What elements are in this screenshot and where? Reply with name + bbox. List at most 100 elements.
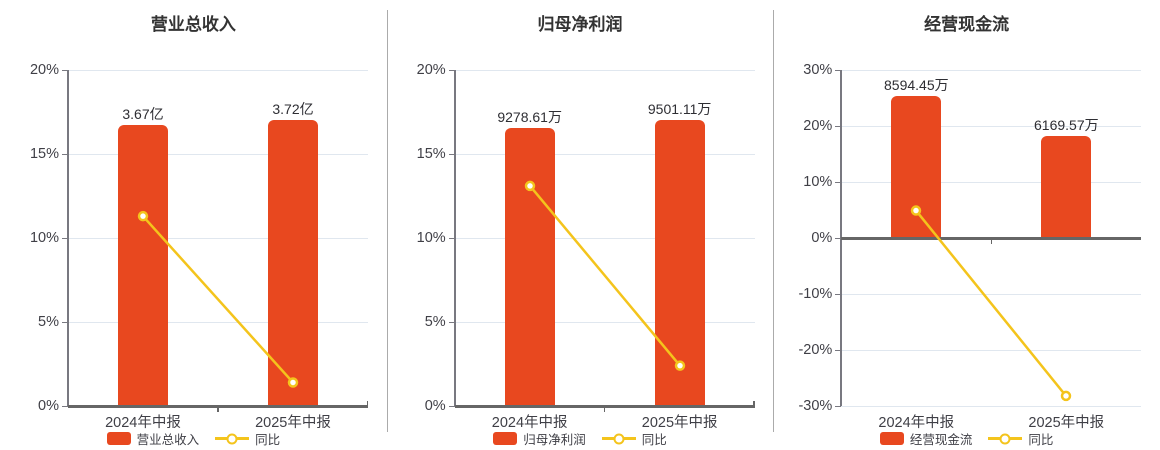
y-tick-label: 10% <box>29 230 59 246</box>
bar-value-label: 6169.57万 <box>1034 116 1099 133</box>
y-axis-tick-mark <box>62 238 68 239</box>
gridline <box>68 322 368 323</box>
panel-net-profit: 归母净利润 20% 15% 10% 5% 0% 9278.61万 9501.11万 2024… <box>386 0 774 450</box>
yoy-data-point[interactable] <box>524 180 535 192</box>
yoy-data-point[interactable] <box>287 377 299 388</box>
y-axis-line <box>453 70 456 406</box>
chart-title: 经营现金流 <box>924 15 1010 34</box>
x-axis-labels: 2024年中报 2025年中报 <box>841 411 1141 431</box>
panel-operating-cash-flow: 经营现金流 30% 20% 10% 0% -10% -20% -30% 8594.45万 616… <box>773 0 1160 450</box>
yoy-line-icon <box>988 432 1023 446</box>
yoy-data-point[interactable] <box>1061 390 1072 402</box>
bar-2025年中报[interactable] <box>654 120 705 406</box>
x-label-2024: 2024年中报 <box>105 415 181 431</box>
y-axis-tick-mark <box>835 406 842 407</box>
legend-label: 同比 <box>1028 433 1054 447</box>
gridline <box>454 322 755 323</box>
y-tick-label: 0% <box>38 398 59 414</box>
bar-value-label: 3.67亿 <box>122 105 164 122</box>
y-axis-tick-mark <box>835 350 842 351</box>
legend-item-yoy-line[interactable]: 同比 <box>601 429 667 448</box>
y-tick-label: 15% <box>416 146 446 162</box>
gridline <box>841 126 1142 127</box>
legend: 经营现金流 同比 <box>773 429 1160 448</box>
y-axis-tick-mark <box>448 238 455 239</box>
y-axis-line <box>67 70 69 406</box>
x-axis-mid-tick <box>603 407 606 412</box>
legend-item-yoy-line[interactable]: 同比 <box>988 429 1053 448</box>
yoy-data-point[interactable] <box>911 205 922 216</box>
x-axis-mid-tick <box>990 239 993 244</box>
y-axis-tick-mark <box>448 406 455 407</box>
x-label-2025: 2025年中报 <box>641 415 718 431</box>
legend-item-bar-series[interactable]: 归母净利润 <box>493 429 586 448</box>
bar-value-label: 8594.45万 <box>884 76 949 93</box>
x-axis-mid-tick <box>217 407 219 412</box>
y-axis-tick-mark <box>62 70 68 71</box>
legend-item-bar-series[interactable]: 营业总收入 <box>106 429 200 448</box>
gridline <box>841 70 1142 71</box>
y-axis-tick-mark <box>835 182 842 183</box>
x-label-2025: 2025年中报 <box>255 415 331 431</box>
gridline <box>841 182 1142 183</box>
x-axis-line <box>454 404 755 408</box>
y-tick-label: 15% <box>29 146 59 162</box>
y-tick-label: -20% <box>798 342 833 358</box>
chart-title: 归母净利润 <box>537 15 623 34</box>
gridline <box>841 406 1142 407</box>
plot-area: 20% 15% 10% 5% 0% 9278.61万 9501.11万 <box>417 62 755 414</box>
x-axis-labels: 2024年中报 2025年中报 <box>68 411 368 431</box>
legend: 归母净利润 同比 <box>387 429 774 448</box>
bar-2025年中报[interactable] <box>268 120 318 406</box>
y-axis-tick-mark <box>835 126 842 127</box>
legend-label: 归母净利润 <box>523 433 586 447</box>
yoy-line-icon <box>601 432 636 446</box>
gridline <box>841 350 1142 351</box>
gridline <box>68 154 368 155</box>
bar-value-label: 9278.61万 <box>497 108 562 125</box>
gridline <box>454 70 755 71</box>
bar-swatch-icon <box>106 432 131 445</box>
y-tick-label: 0% <box>811 230 833 246</box>
legend-item-yoy-line[interactable]: 同比 <box>215 429 280 448</box>
y-axis-tick-mark <box>62 406 68 407</box>
y-axis-tick-mark <box>448 70 455 71</box>
y-tick-label: -10% <box>798 286 833 302</box>
y-axis-tick-mark <box>835 70 842 71</box>
yoy-data-point[interactable] <box>137 210 149 222</box>
x-label-2024: 2024年中报 <box>878 415 955 431</box>
plot-area: 20% 15% 10% 5% 0% 3.67亿 3.72亿 <box>30 62 368 414</box>
bar-2024年中报[interactable] <box>504 127 555 406</box>
y-tick-label: 10% <box>803 174 833 190</box>
legend-label: 同比 <box>641 433 667 447</box>
y-tick-label: 10% <box>416 230 446 246</box>
legend-item-bar-series[interactable]: 经营现金流 <box>879 429 972 448</box>
gridline <box>454 238 755 239</box>
y-axis-tick-mark <box>62 322 68 323</box>
gridline <box>841 294 1142 295</box>
y-tick-label: 5% <box>38 314 59 330</box>
yoy-line-icon <box>215 432 250 446</box>
bar-value-label: 3.72亿 <box>272 101 314 118</box>
bar-2024年中报[interactable] <box>118 124 168 406</box>
plot-area: 30% 20% 10% 0% -10% -20% -30% 8594.45万 6169.57万 <box>798 62 1142 414</box>
x-axis-end-tick <box>366 400 368 405</box>
yoy-line-series <box>524 180 685 371</box>
y-axis-tick-mark <box>448 154 455 155</box>
panel-total-revenue: 营业总收入 20% 15% 10% 5% 0% 3.67亿 3.72亿 2024年中报 20… <box>0 0 387 450</box>
y-axis-tick-mark <box>448 322 455 323</box>
y-tick-label: 5% <box>424 314 446 330</box>
gridline <box>68 70 368 71</box>
bar-2025年中报[interactable] <box>1041 135 1092 238</box>
y-tick-label: 20% <box>416 62 446 78</box>
y-tick-label: 20% <box>803 118 833 134</box>
y-tick-label: 20% <box>29 62 59 78</box>
x-axis-line <box>841 236 1142 240</box>
x-axis-end-tick <box>753 400 755 405</box>
yoy-data-point[interactable] <box>674 360 685 371</box>
bar-swatch-icon <box>879 432 904 445</box>
yoy-line-series <box>911 205 1072 402</box>
legend-label: 营业总收入 <box>136 433 200 447</box>
y-tick-label: -30% <box>798 398 833 414</box>
